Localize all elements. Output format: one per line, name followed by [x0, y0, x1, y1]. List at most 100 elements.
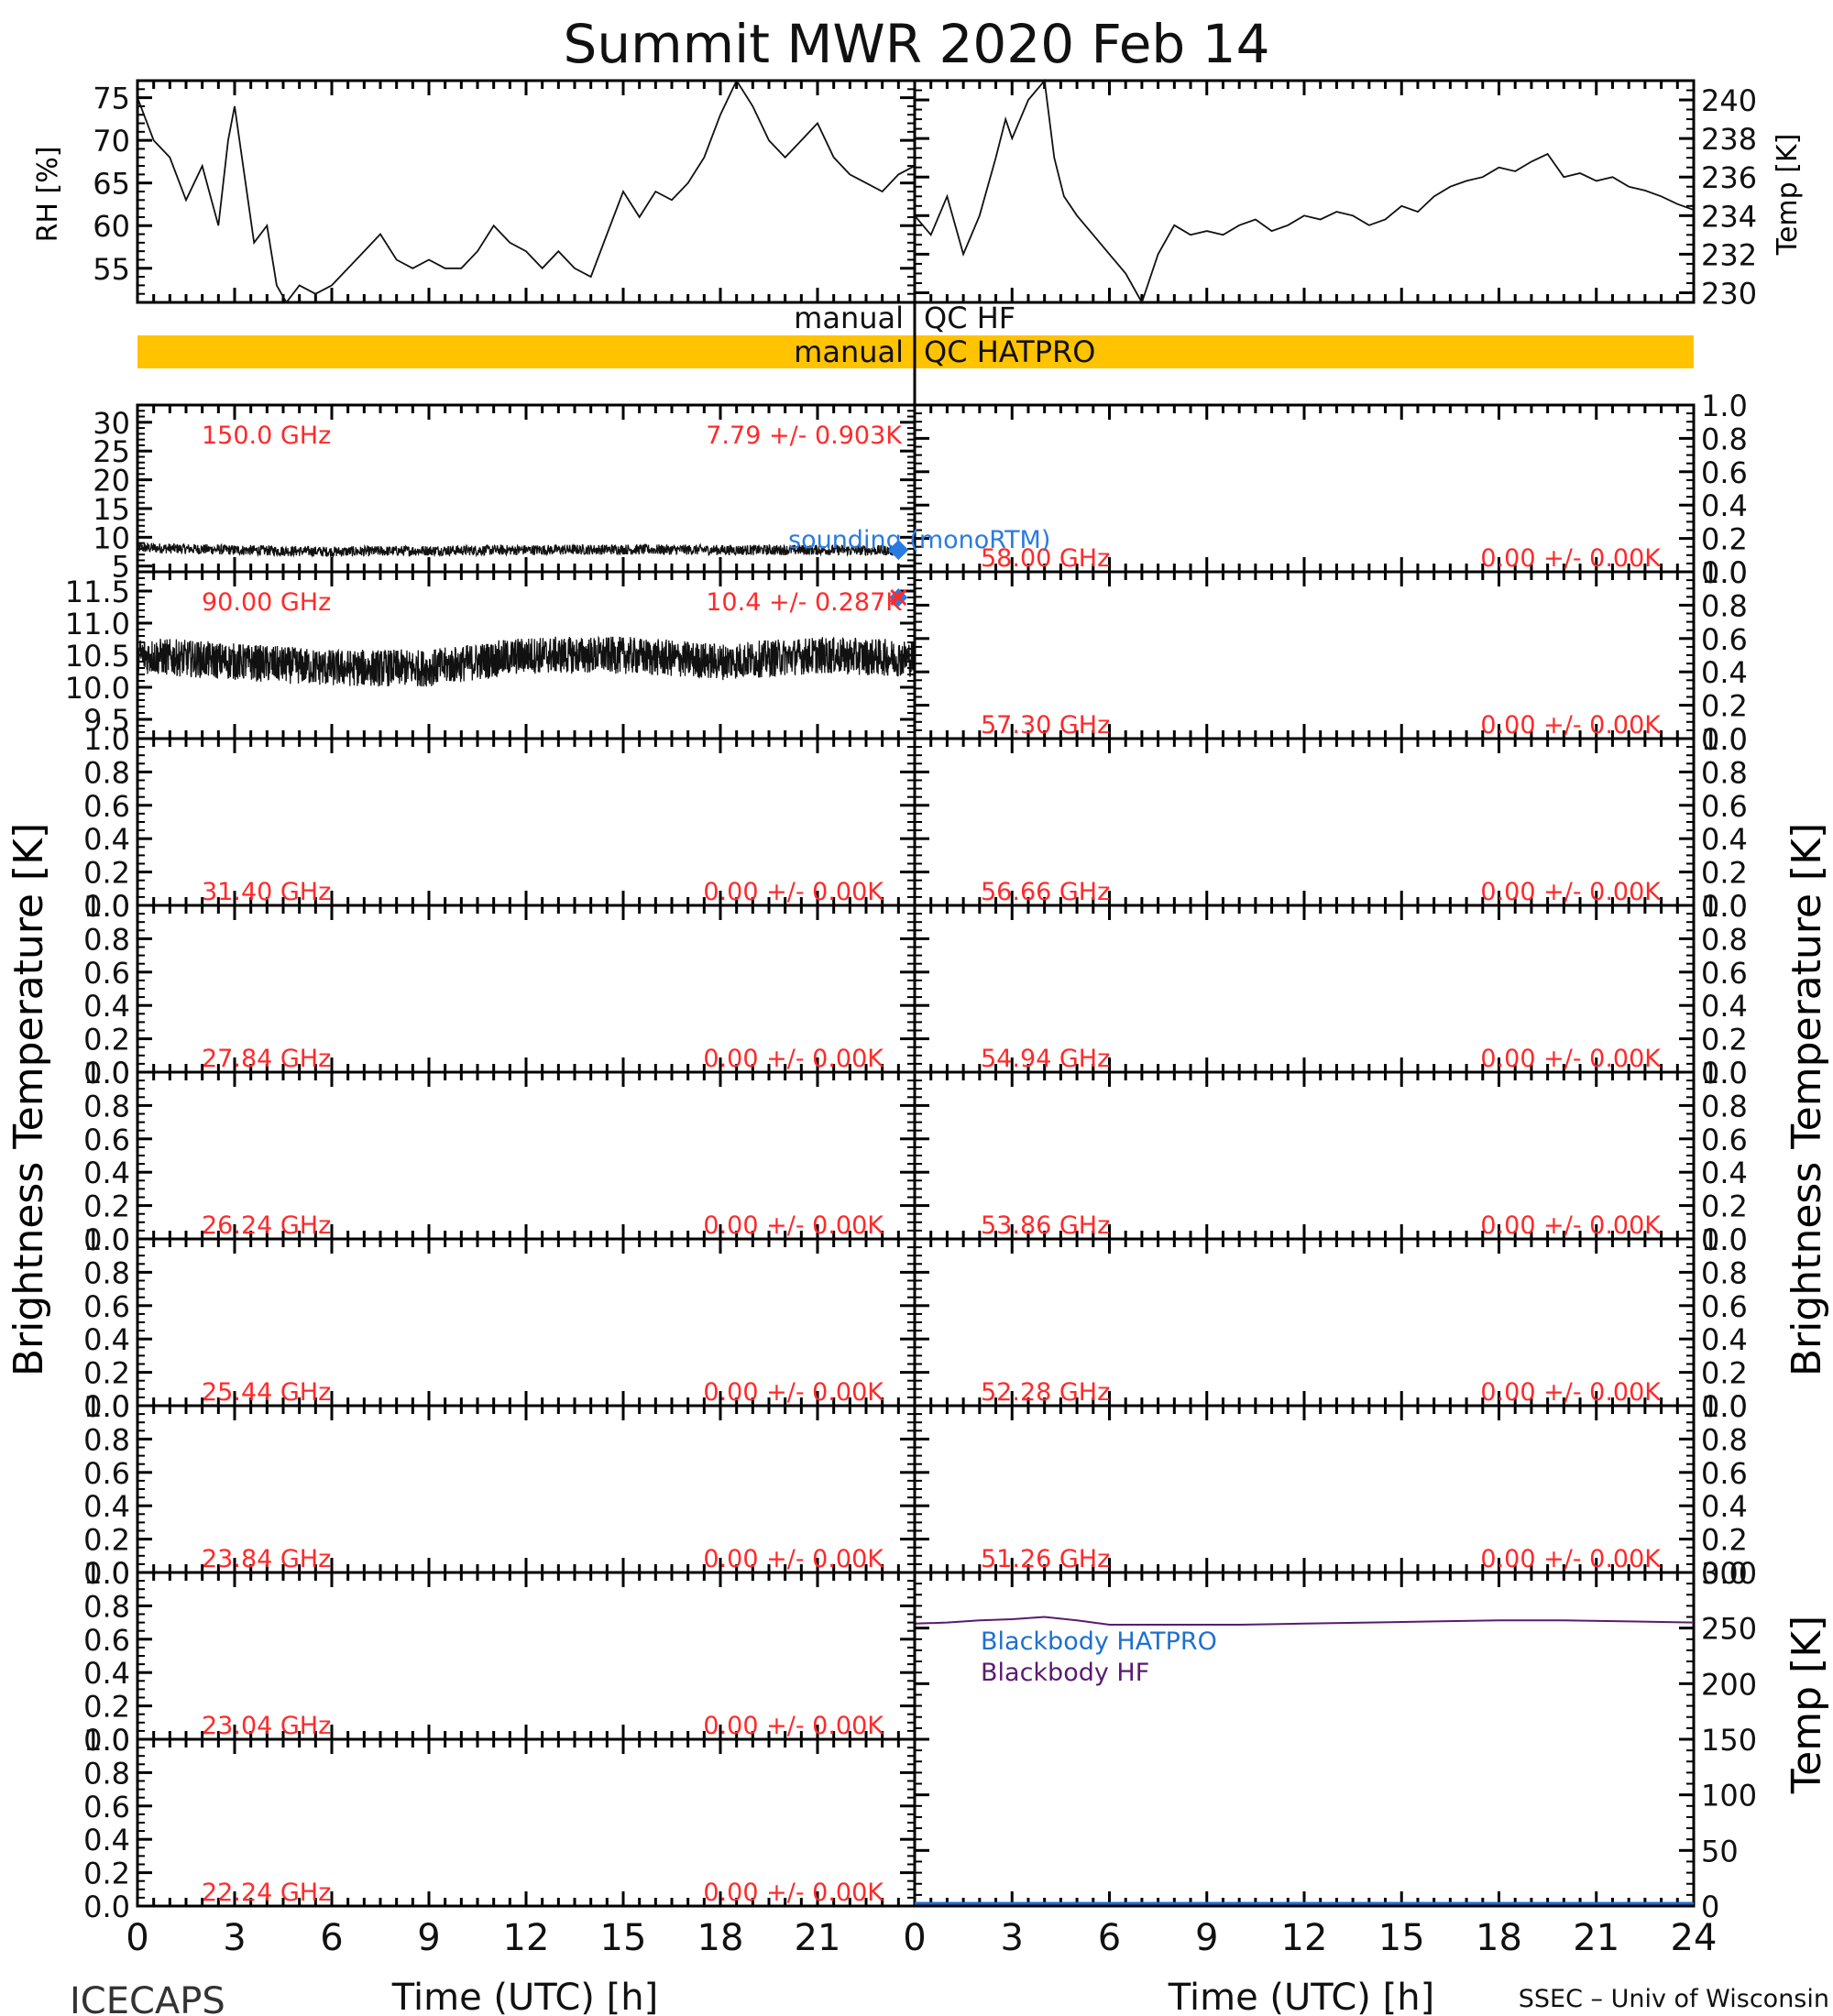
left-panel-8-ytick-label: 0.6 — [83, 1790, 130, 1824]
right-y-axis-title: Brightness Temperature [K] — [1784, 823, 1830, 1376]
left-panel-3-ytick-label: 0.8 — [83, 922, 130, 957]
right-panel-4-ytick-label: 0.6 — [1701, 1123, 1748, 1157]
qc-hatpro-left-label: manual — [794, 334, 904, 369]
right-panel-5-ytick-label: 0.8 — [1701, 1255, 1748, 1290]
right-panel-4-ytick-label: 0.4 — [1701, 1156, 1748, 1190]
right-x-tick-label: 12 — [1281, 1917, 1328, 1959]
right-panel-0-ytick-label: 0.6 — [1701, 455, 1748, 490]
left-panel-0-sounding-marker — [888, 540, 909, 561]
right-panel-1-ytick-label: 1.0 — [1701, 555, 1748, 590]
right-panel-2-ytick-label: 0.0 — [1701, 889, 1748, 924]
left-panel-1-ytick-label: 10.5 — [65, 639, 130, 674]
right-x-tick-label: 6 — [1098, 1917, 1121, 1959]
right-panel-5-ytick-label: 0.4 — [1701, 1322, 1748, 1357]
temp-panel-ytick-label: 230 — [1701, 276, 1757, 311]
left-panel-2-ytick-label: 0.0 — [83, 889, 130, 924]
left-panel-0-ytick-label: 30 — [93, 406, 130, 441]
left-panel-8-ytick-label: 0.2 — [83, 1857, 130, 1891]
left-panel-5-stat-label: 0.00 +/- 0.00K — [703, 1378, 884, 1407]
temp-panel-ytick-label: 238 — [1701, 122, 1757, 157]
right-panel-0: 0.00.20.40.60.81.058.00 GHz 0.00 +/- 0.00… — [913, 389, 1748, 590]
left-panel-3-ytick-label: 0.4 — [83, 989, 130, 1024]
left-panel-3-ytick-label: 0.0 — [83, 1056, 130, 1090]
left-x-tick-label: 3 — [223, 1917, 246, 1959]
left-panel-2-ytick-label: 0.6 — [83, 789, 130, 824]
left-panel-4-freq-label: 26.24 GHz — [202, 1211, 331, 1240]
left-panel-1: 9.510.010.511.011.5 90.00 GHz 10.4 +/- 0.2… — [65, 570, 916, 740]
left-panel-4-ytick-label: 0.2 — [83, 1189, 130, 1224]
left-x-tick-label: 15 — [600, 1917, 647, 1959]
right-panel-6-stat-label: 0.00 +/- 0.00K — [1480, 1545, 1662, 1573]
right-panel-3-ytick-label: 0.6 — [1701, 956, 1748, 991]
left-panel-1-freq-label: 90.00 GHz — [202, 588, 331, 617]
right-panel-0-freq-label: 58.00 GHz — [981, 544, 1110, 573]
x-axis-label-right: Time (UTC) [h] — [1168, 1977, 1434, 2016]
left-panel-7-ytick-label: 0.4 — [83, 1656, 130, 1691]
right-panel-6-ytick-label: 0.8 — [1701, 1422, 1748, 1457]
blackbody-panel-ytick-label: 0 — [1701, 1890, 1719, 1924]
left-panel-5-ytick-label: 0.4 — [83, 1322, 130, 1357]
rh-panel-ytick-label: 65 — [93, 167, 130, 202]
left-x-tick-label: 9 — [417, 1917, 440, 1959]
right-panel-0-ytick-label: 0.0 — [1701, 555, 1748, 590]
footer-right: SSEC – Univ of Wisconsin — [1519, 1985, 1829, 2013]
blackbody-axis-title: Temp [K] — [1784, 1616, 1830, 1794]
temp-series-line — [914, 78, 1695, 305]
blackbody-panel: 0 50 100 150 200 250 300 — [913, 1556, 1757, 1924]
right-panel-3-ytick-label: 0.0 — [1701, 1056, 1748, 1090]
left-panel-3-freq-label: 27.84 GHz — [202, 1045, 331, 1073]
rh-axis-label: RH [%] — [32, 147, 64, 243]
right-panel-6-ytick-label: 0.4 — [1701, 1489, 1748, 1524]
left-panel-4-ytick-label: 1.0 — [83, 1056, 130, 1090]
right-panel-0-ytick-label: 0.8 — [1701, 422, 1748, 456]
right-panel-5-ytick-label: 1.0 — [1701, 1222, 1748, 1257]
left-panel-8: 0.00.20.40.60.81.022.24 GHz 0.00 +/- 0.00… — [83, 1723, 916, 1924]
right-panel-3-ytick-label: 1.0 — [1701, 889, 1748, 924]
left-panel-6-ytick-label: 0.6 — [83, 1456, 130, 1491]
left-panel-3-ytick-label: 1.0 — [83, 889, 130, 924]
left-panel-0-trace — [137, 542, 899, 559]
left-panel-1-ytick-label: 11.0 — [65, 607, 130, 641]
left-panel-6-ytick-label: 1.0 — [83, 1389, 130, 1424]
left-panel-2-freq-label: 31.40 GHz — [202, 878, 331, 906]
left-panel-7-ytick-label: 0.6 — [83, 1623, 130, 1658]
left-panel-0-freq-label: 150.0 GHz — [202, 422, 331, 450]
right-panel-0-ytick-label: 0.2 — [1701, 522, 1748, 557]
right-panel-3-stat-label: 0.00 +/- 0.00K — [1480, 1045, 1662, 1073]
temp-panel-ytick-label: 234 — [1701, 199, 1757, 234]
right-panel-2-stat-label: 0.00 +/- 0.00K — [1480, 878, 1662, 906]
blackbody-panel-ytick-label: 150 — [1701, 1723, 1757, 1758]
left-panel-1-ytick-label: 10.0 — [65, 671, 130, 706]
right-panel-3-freq-label: 54.94 GHz — [981, 1045, 1110, 1073]
left-panel-2-ytick-label: 0.4 — [83, 822, 130, 857]
right-panel-1-ytick-label: 0.8 — [1701, 588, 1748, 623]
right-panel-6-ytick-label: 1.0 — [1701, 1389, 1748, 1424]
left-panel-7-ytick-label: 0.0 — [83, 1723, 130, 1758]
right-panel-1-ytick-label: 0.2 — [1701, 689, 1748, 724]
left-panel-3-ytick-label: 0.6 — [83, 956, 130, 991]
left-panel-5-freq-label: 25.44 GHz — [202, 1378, 331, 1407]
rh-panel-ytick-label: 75 — [93, 82, 130, 116]
left-panel-6-ytick-label: 0.8 — [83, 1422, 130, 1457]
legend-blackbody-hatpro: Blackbody HATPRO — [981, 1627, 1217, 1656]
right-panel-2-freq-label: 56.66 GHz — [981, 878, 1110, 906]
right-panel-1-ytick-label: 0.0 — [1701, 722, 1748, 757]
left-panel-2-ytick-label: 1.0 — [83, 722, 130, 757]
right-panel-1-freq-label: 57.30 GHz — [981, 711, 1110, 740]
right-panel-1-ytick-label: 0.4 — [1701, 655, 1748, 690]
qc-hf-right-label: QC HF — [924, 301, 1015, 335]
right-panel-5-ytick-label: 0.0 — [1701, 1389, 1748, 1424]
footer-left: ICECAPS — [70, 1980, 225, 2016]
right-panel-2-ytick-label: 0.4 — [1701, 822, 1748, 857]
blackbody-panel-ytick-label: 200 — [1701, 1667, 1757, 1702]
right-x-tick-label: 21 — [1573, 1917, 1619, 1959]
left-x-tick-label: 12 — [503, 1917, 550, 1959]
right-panel-6-ytick-label: 0.0 — [1701, 1556, 1748, 1591]
right-panel-6-ytick-label: 0.6 — [1701, 1456, 1748, 1491]
left-panel-4: 0.00.20.40.60.81.026.24 GHz 0.00 +/- 0.00… — [83, 1056, 916, 1257]
left-panel-6-ytick-label: 0.0 — [83, 1556, 130, 1591]
left-panel-7-stat-label: 0.00 +/- 0.00K — [703, 1712, 884, 1740]
left-panel-2-ytick-label: 0.8 — [83, 755, 130, 790]
left-x-tick-label: 18 — [697, 1917, 744, 1959]
